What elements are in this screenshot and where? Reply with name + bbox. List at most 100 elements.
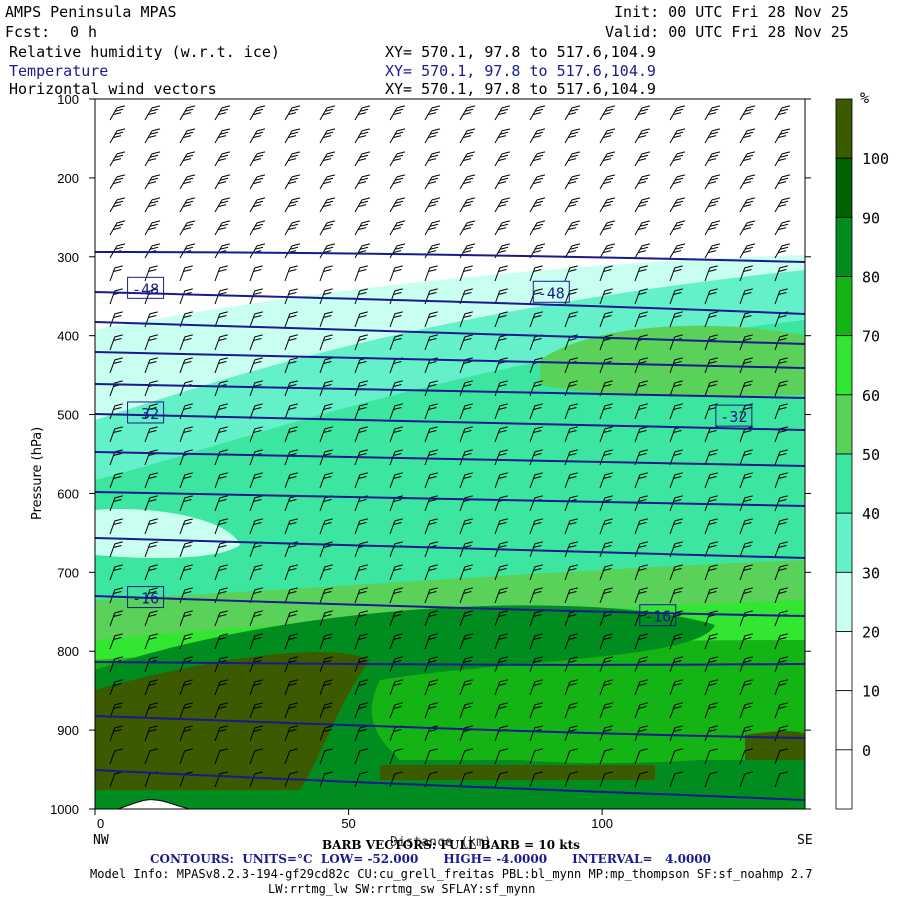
wind-barb (424, 403, 438, 420)
wind-barb (459, 541, 473, 558)
wind-barb (179, 702, 193, 719)
wind-barb (354, 288, 368, 305)
wind-barb (739, 656, 753, 673)
wind-barb (669, 357, 683, 374)
wind-barb (774, 288, 788, 305)
wind-barb (424, 334, 438, 351)
wind-barb (564, 128, 581, 144)
wind-barb (529, 518, 543, 535)
wind-barb (494, 311, 508, 328)
wind-barb (214, 679, 228, 696)
wind-barb (669, 679, 683, 696)
wind-barb (704, 771, 718, 788)
wind-barb (494, 403, 508, 420)
forecast-label: Fcst: (5, 23, 51, 41)
wind-barb (494, 472, 508, 489)
wind-barb (284, 633, 298, 650)
colorbar-segment (835, 335, 853, 396)
wind-barb (599, 311, 613, 328)
wind-barb (739, 105, 756, 121)
wind-barb (144, 197, 161, 213)
contour-labels: -48 -48 -32 -32 -16 -16 (127, 276, 753, 627)
y-axis: 100 200 300 400 500 600 700 800 900 1000 (50, 92, 811, 817)
wind-barb (634, 311, 648, 328)
wind-barb (774, 679, 788, 696)
wind-barb (424, 702, 438, 719)
wind-barb (179, 426, 193, 443)
wind-barb (389, 564, 403, 581)
wind-barb (109, 220, 126, 236)
wind-barb (494, 380, 508, 397)
rh-shading (95, 99, 805, 809)
contour-label: -32 (720, 408, 747, 426)
wind-barb (354, 610, 368, 627)
wind-barb (214, 472, 228, 489)
isotherm (95, 383, 805, 399)
wind-barb (529, 702, 543, 719)
wind-barb (599, 748, 613, 765)
forecast-value: 0 h (70, 23, 98, 41)
isotherm (95, 451, 805, 467)
wind-barb (529, 610, 543, 627)
wind-barb (669, 518, 683, 535)
wind-barb (669, 702, 683, 719)
colorbar-label: 70 (862, 328, 880, 346)
wind-barb (494, 702, 508, 719)
wind-barb (424, 380, 438, 397)
wind-barb (564, 725, 578, 742)
wind-barb (109, 128, 126, 144)
wind-barb (564, 105, 581, 121)
wind-barb (284, 311, 298, 328)
wind-barb (529, 311, 543, 328)
wind-barb (354, 518, 368, 535)
wind-barb (739, 564, 753, 581)
wind-barb (354, 128, 371, 144)
barb-legend: BARB VECTORS: FULL BARB = 10 kts (322, 838, 580, 852)
wind-barb (214, 610, 228, 627)
wind-barb (529, 564, 543, 581)
wind-barb (319, 426, 333, 443)
wind-barb (354, 403, 368, 420)
wind-barb (284, 610, 298, 627)
wind-barb (144, 541, 158, 558)
wind-barb (634, 105, 651, 121)
wind-barb (704, 725, 718, 742)
wind-barb (319, 174, 336, 190)
wind-barb (494, 220, 511, 236)
wind-barb (214, 702, 228, 719)
wind-barb (564, 426, 578, 443)
wind-barb (704, 265, 718, 282)
wind-barb (704, 564, 718, 581)
wind-barb (179, 518, 193, 535)
y-tick-label: 200 (57, 171, 79, 186)
wind-barb (599, 633, 613, 650)
wind-barb (739, 633, 753, 650)
wind-barb (459, 702, 473, 719)
x-axis-end-left: NW (93, 833, 109, 848)
isotherm (95, 595, 805, 617)
wind-barb (669, 771, 683, 788)
wind-barb (319, 403, 333, 420)
wind-barb (634, 541, 648, 558)
wind-barb (704, 748, 718, 765)
wind-barb (109, 610, 123, 627)
wind-barb (319, 243, 336, 259)
rh-patch-left (95, 509, 240, 558)
wind-barb (109, 197, 126, 213)
wind-barb (179, 748, 193, 765)
wind-barb (564, 151, 581, 167)
colorbar-label: 100 (862, 150, 889, 168)
wind-barb (284, 771, 298, 788)
wind-barb (144, 265, 158, 282)
wind-barb (319, 518, 333, 535)
wind-barb (564, 587, 578, 604)
wind-barb (249, 610, 263, 627)
wind-barb (354, 243, 371, 259)
colorbar-label: 30 (862, 564, 880, 582)
wind-barb (144, 725, 158, 742)
rh-max-right (745, 731, 805, 760)
wind-barb (739, 449, 753, 466)
wind-barb (494, 105, 511, 121)
wind-barb (459, 518, 473, 535)
wind-barb (144, 610, 158, 627)
